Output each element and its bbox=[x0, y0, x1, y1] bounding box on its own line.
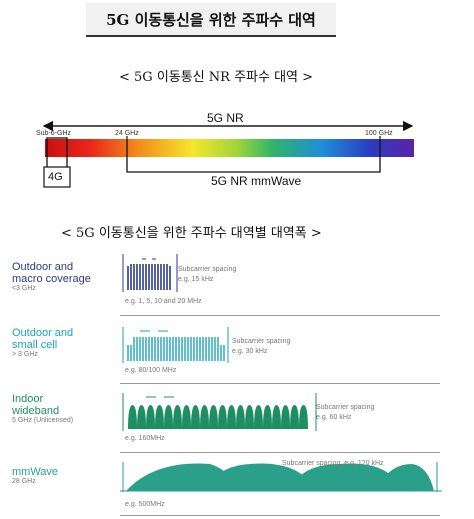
subcarrier-hump bbox=[173, 405, 182, 429]
indoor-subcarrier-graphic bbox=[122, 393, 317, 431]
indoor-spacing-2: e.g. 60 kHz bbox=[316, 414, 352, 421]
4g-box bbox=[43, 166, 71, 188]
mmwave-label: 5G NR mmWave bbox=[211, 174, 302, 188]
band-title: Outdoor and bbox=[12, 327, 74, 339]
subcarrier-hump bbox=[254, 405, 263, 429]
macro-spacing-1: Subcarrier spacing bbox=[178, 266, 237, 273]
band-frequency: 28 GHz bbox=[12, 478, 36, 485]
mmwave-spacing: Subcarrier spacing, e.g. 120 kHz bbox=[282, 460, 384, 467]
subcarrier-hump bbox=[290, 405, 299, 429]
divider bbox=[120, 383, 440, 384]
mmwave-subcarrier-graphic bbox=[120, 462, 442, 492]
band-frequency: > 3 GHz bbox=[12, 351, 38, 358]
band-indoor-label: Indoor wideband 5 GHz (Unlicensed) bbox=[12, 393, 73, 424]
subcarrier-hump bbox=[191, 405, 200, 429]
section1-heading: < 5G 이동통신 NR 주파수 대역 > bbox=[119, 70, 314, 85]
macro-subcarrier-graphic bbox=[122, 254, 178, 292]
mmwave-bracket bbox=[126, 140, 381, 173]
band-mmwave-label: mmWave 28 GHz bbox=[12, 466, 58, 485]
subcarrier-hump bbox=[263, 405, 272, 429]
band-title: Outdoor and bbox=[12, 261, 74, 273]
indoor-bandwidth: e.g. 160MHz bbox=[125, 435, 165, 442]
subcarrier-hump bbox=[299, 405, 308, 429]
band-title: macro coverage bbox=[12, 273, 91, 285]
nr-label: 5G NR bbox=[207, 111, 244, 125]
subcarrier-hump bbox=[218, 405, 227, 429]
subcarrier-hump bbox=[227, 405, 236, 429]
band-frequency: <3 GHz bbox=[12, 285, 36, 292]
small-cell-bandwidth: e.g. 80/100 MHz bbox=[125, 367, 177, 374]
indoor-spacing-1: Subcarrier spacing bbox=[316, 404, 375, 411]
subcarrier-hump bbox=[209, 405, 218, 429]
divider bbox=[120, 315, 440, 316]
band-title: mmWave bbox=[12, 466, 59, 478]
subcarrier-hump bbox=[245, 405, 254, 429]
small-cell-subcarrier-graphic bbox=[122, 327, 229, 363]
band-title: small cell bbox=[12, 339, 58, 351]
band-title: Indoor bbox=[12, 393, 44, 405]
subcarrier-hump bbox=[137, 405, 146, 429]
small-cell-spacing-2: e.g. 30 kHz bbox=[232, 348, 268, 355]
subcarrier-hump bbox=[236, 405, 245, 429]
label-100ghz: 100 GHz bbox=[365, 130, 393, 137]
label-4g: 4G bbox=[48, 171, 63, 183]
band-frequency: 5 GHz (Unlicensed) bbox=[12, 417, 74, 424]
divider bbox=[120, 452, 440, 453]
band-title: wideband bbox=[12, 405, 60, 417]
small-cell-spacing-1: Subcarrier spacing bbox=[232, 338, 291, 345]
section2-heading: < 5G 이동통신을 위한 주파수 대역별 대역폭 > bbox=[61, 226, 322, 241]
divider bbox=[120, 515, 440, 516]
band-macro-label: Outdoor and macro coverage <3 GHz bbox=[12, 261, 91, 292]
subcarrier-hump bbox=[182, 405, 191, 429]
band-small-cell-label: Outdoor and small cell > 3 GHz bbox=[12, 327, 73, 358]
subcarrier-hump bbox=[146, 405, 155, 429]
subcarrier-hump bbox=[155, 405, 164, 429]
subcarrier-hump bbox=[200, 405, 209, 429]
subcarrier-hump bbox=[128, 405, 137, 429]
macro-spacing-2: e.g. 15 kHz bbox=[178, 276, 214, 283]
subcarrier-hump bbox=[272, 405, 281, 429]
page-title-box: 5G 이동통신을 위한 주파수 대역 bbox=[86, 3, 336, 37]
subcarrier-hump bbox=[281, 405, 290, 429]
mmwave-bandwidth: e.g. 500MHz bbox=[125, 501, 165, 508]
sub6-label: Sub-6-GHz bbox=[36, 130, 72, 137]
macro-bandwidth: e.g. 1, 5, 10 and 20 MHz bbox=[125, 298, 202, 305]
subcarrier-hump bbox=[164, 405, 173, 429]
label-24ghz: 24 GHz bbox=[115, 130, 139, 137]
spectrum-bar bbox=[45, 139, 414, 157]
page-title: 5G 이동통신을 위한 주파수 대역 bbox=[106, 10, 316, 29]
